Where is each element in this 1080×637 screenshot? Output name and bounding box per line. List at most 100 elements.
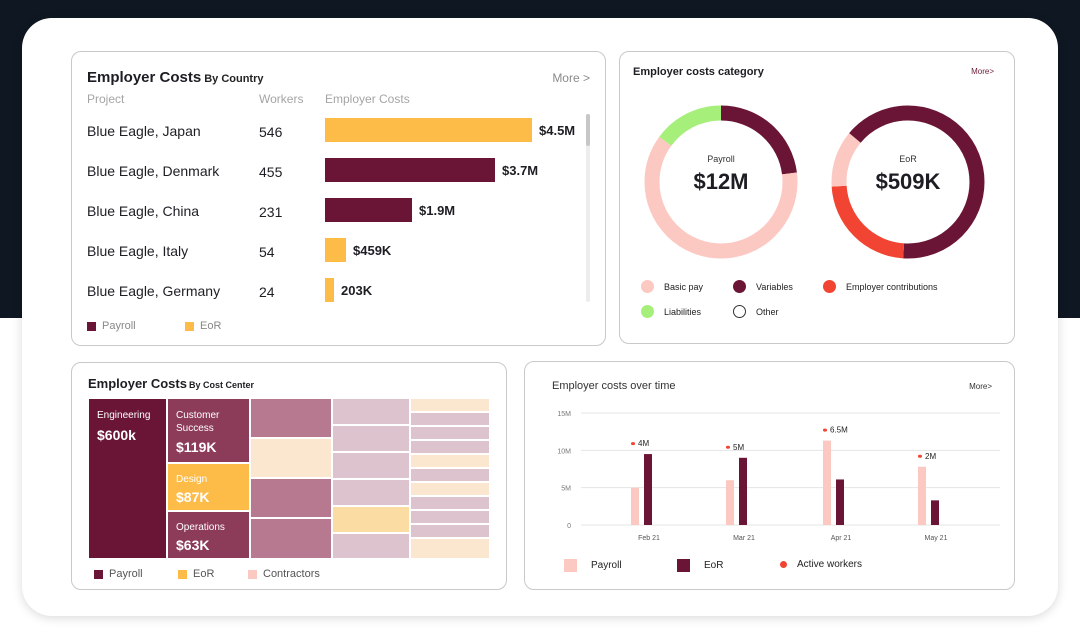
cost-value: $3.7M — [502, 163, 539, 178]
treemap-label: Operations — [176, 522, 225, 533]
treemap-tile[interactable] — [411, 441, 489, 453]
active-workers-label: 4M — [638, 439, 649, 448]
table-row[interactable]: Blue Eagle, Denmark 455 $3.7M — [72, 157, 605, 187]
active-workers-label: 5M — [733, 443, 744, 452]
legend-contractors: Contractors — [248, 568, 320, 580]
treemap-tile[interactable] — [411, 427, 489, 439]
table-row[interactable]: Blue Eagle, Japan 546 $4.5M — [72, 117, 605, 147]
treemap-tile[interactable] — [251, 479, 331, 517]
treemap-tile[interactable] — [251, 399, 331, 437]
header-employer-costs: Employer Costs — [325, 92, 410, 106]
treemap-engineering[interactable]: Engineering $600k — [89, 399, 166, 558]
treemap-tile[interactable] — [411, 497, 489, 509]
cost-bar — [325, 158, 495, 182]
active-workers-marker[interactable] — [918, 454, 922, 458]
legend-employer-contributions: Employer contributions — [823, 280, 938, 293]
payroll-donut: Payroll $12M — [641, 102, 801, 262]
cost-value: 203K — [341, 283, 373, 298]
payroll-bar[interactable] — [918, 466, 926, 525]
eor-bar[interactable] — [644, 454, 652, 525]
workers-count: 54 — [259, 244, 275, 260]
table-row[interactable]: Blue Eagle, Germany 24 203K — [72, 277, 605, 307]
project-name: Blue Eagle, Germany — [87, 283, 221, 299]
legend-liabilities: Liabilities — [641, 305, 701, 318]
payroll-bar[interactable] — [823, 440, 831, 525]
project-name: Blue Eagle, Italy — [87, 243, 189, 259]
more-link[interactable]: More> — [971, 67, 994, 76]
employer-costs-by-cost-center-card: Employer Costs By Cost Center Engineering… — [71, 362, 507, 590]
scrollbar-thumb[interactable] — [586, 114, 590, 146]
treemap-tile[interactable] — [411, 413, 489, 425]
active-workers-marker[interactable] — [726, 445, 730, 449]
eor-bar[interactable] — [739, 457, 747, 525]
treemap-tile[interactable] — [251, 519, 331, 558]
y-tick-label: 15M — [557, 411, 571, 418]
donut-label: Payroll — [707, 154, 735, 164]
treemap-tile[interactable] — [333, 534, 409, 558]
donut-value: $12M — [693, 169, 749, 194]
treemap-tile[interactable] — [333, 426, 409, 451]
treemap-value: $119K — [176, 439, 217, 455]
payroll-bar[interactable] — [726, 480, 734, 525]
more-link[interactable]: More> — [969, 382, 992, 391]
active-workers-marker[interactable] — [631, 442, 635, 446]
treemap-tile[interactable] — [333, 507, 409, 532]
treemap-tile[interactable] — [411, 483, 489, 495]
treemap-operations[interactable]: Operations $63K — [168, 512, 249, 558]
cost-value: $4.5M — [539, 123, 576, 138]
treemap-customer-success[interactable]: Customer Success $119K — [168, 399, 249, 462]
payroll-bar[interactable] — [631, 487, 639, 525]
card-title: Employer costs over time — [552, 380, 676, 392]
donut-label: EoR — [899, 154, 917, 164]
active-workers-label: 2M — [925, 452, 936, 461]
treemap-tile[interactable] — [411, 399, 489, 411]
treemap-label: Engineering — [97, 410, 151, 421]
treemap-tile[interactable] — [411, 455, 489, 467]
treemap-tile[interactable] — [411, 525, 489, 537]
eor-bar[interactable] — [836, 479, 844, 525]
donut-segment-liabilities[interactable] — [644, 105, 798, 259]
legend-eor: EoR — [178, 568, 214, 580]
donut-segment-basic-pay[interactable] — [644, 105, 798, 259]
eor-bar[interactable] — [931, 500, 939, 525]
x-tick-label: Mar 21 — [733, 535, 755, 542]
eor-donut-chart — [831, 105, 985, 259]
header-project: Project — [87, 92, 125, 106]
treemap-value: $87K — [176, 489, 210, 505]
treemap-tile[interactable] — [333, 399, 409, 424]
legend-eor: EoR — [185, 320, 221, 332]
table-row[interactable]: Blue Eagle, China 231 $1.9M — [72, 197, 605, 227]
more-link[interactable]: More > — [552, 71, 590, 85]
legend-payroll: Payroll — [94, 568, 143, 580]
legend-eor: EoR — [677, 559, 723, 572]
treemap-tile[interactable] — [411, 511, 489, 523]
project-name: Blue Eagle, Japan — [87, 123, 201, 139]
legend-active-workers: Active workers — [780, 559, 862, 570]
donut-value: $509K — [875, 169, 941, 194]
legend-basic-pay: Basic pay — [641, 280, 703, 293]
donut-segment-basic-pay[interactable] — [831, 105, 985, 259]
treemap-tile[interactable] — [333, 480, 409, 505]
treemap-tile[interactable] — [251, 439, 331, 477]
active-workers-marker[interactable] — [823, 428, 827, 432]
employer-costs-category-card: Employer costs category More> Payroll $1… — [619, 51, 1015, 344]
x-tick-label: Apr 21 — [831, 535, 852, 542]
treemap-tile[interactable] — [411, 469, 489, 481]
cost-value: $459K — [353, 243, 392, 258]
legend-payroll: Payroll — [564, 559, 622, 572]
workers-count: 24 — [259, 284, 275, 300]
donut-segment-variables[interactable] — [831, 105, 985, 259]
header-workers: Workers — [259, 92, 304, 106]
legend-payroll: Payroll — [87, 320, 136, 332]
workers-count: 231 — [259, 204, 283, 220]
treemap-label: Customer Success — [176, 410, 220, 434]
scrollbar[interactable] — [586, 114, 590, 302]
workers-count: 546 — [259, 124, 283, 140]
treemap-tile[interactable] — [333, 453, 409, 478]
treemap-tile[interactable] — [411, 539, 489, 558]
cost-bar — [325, 238, 346, 262]
treemap-value: $600k — [97, 427, 136, 443]
y-tick-label: 5M — [561, 486, 571, 493]
treemap-design[interactable]: Design $87K — [168, 464, 249, 510]
table-row[interactable]: Blue Eagle, Italy 54 $459K — [72, 237, 605, 267]
